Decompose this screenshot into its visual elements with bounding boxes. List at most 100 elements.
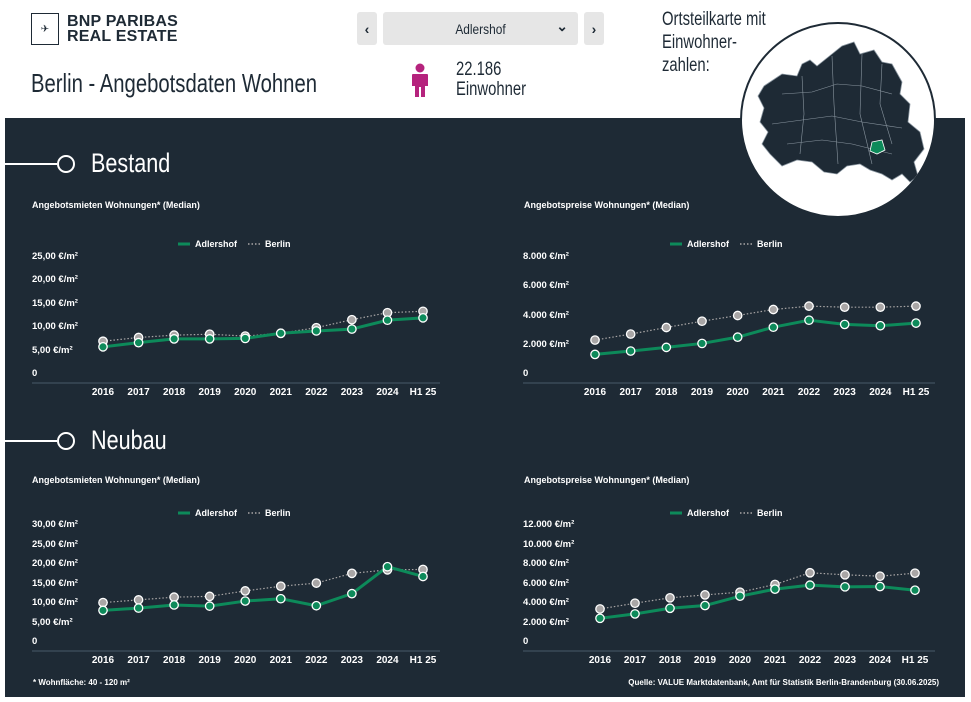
berlin-point[interactable] [875, 302, 886, 313]
berlin-point[interactable] [700, 590, 710, 600]
adlershof-point[interactable] [240, 333, 251, 344]
berlin-point[interactable] [910, 568, 920, 579]
x-tick-label: 2017 [127, 387, 150, 398]
adlershof-line [102, 565, 424, 612]
berlin-point[interactable] [169, 592, 179, 603]
chart-title: Angebotsmieten Wohnungen* (Median) [32, 475, 200, 485]
adlershof-point[interactable] [700, 600, 710, 611]
adlershof-point[interactable] [697, 338, 707, 349]
berlin-point[interactable] [768, 304, 779, 315]
adlershof-point[interactable] [630, 609, 640, 619]
x-tick-label: 2024 [868, 655, 892, 666]
y-tick-label: 2.000 €/m² [523, 338, 569, 350]
chart-title: Angebotspreise Wohnungen* (Median) [524, 200, 690, 210]
adlershof-point[interactable] [204, 334, 215, 344]
adlershof-point[interactable] [665, 603, 675, 614]
adlershof-point[interactable] [840, 581, 850, 592]
berlin-point[interactable] [240, 586, 251, 596]
berlin-line [599, 572, 916, 610]
adlershof-point[interactable] [804, 315, 814, 326]
x-tick-label: 2019 [690, 387, 714, 398]
legend-berlin: Berlin [265, 239, 291, 249]
legend-berlin: Berlin [757, 239, 783, 249]
bnp-logo: ✈ BNP PARIBAS REAL ESTATE [31, 13, 178, 45]
berlin-point[interactable] [665, 592, 675, 603]
x-tick-label: 2020 [726, 387, 749, 398]
adlershof-point[interactable] [275, 593, 286, 604]
x-tick-label: 2023 [340, 387, 363, 398]
berlin-point[interactable] [133, 595, 144, 605]
adlershof-point[interactable] [875, 320, 886, 331]
berlin-point[interactable] [595, 604, 605, 614]
berlin-point[interactable] [697, 316, 707, 327]
berlin-point[interactable] [347, 568, 357, 579]
x-tick-label: H1 25 [409, 387, 437, 398]
berlin-point[interactable] [311, 578, 322, 588]
y-tick-label: 20,00 €/m² [32, 558, 78, 569]
x-tick-label: 2019 [198, 655, 221, 666]
adlershof-point[interactable] [418, 571, 428, 582]
adlershof-point[interactable] [98, 342, 108, 352]
adlershof-point[interactable] [382, 561, 393, 572]
next-district-button[interactable]: › [584, 12, 604, 45]
berlin-point[interactable] [875, 571, 885, 582]
adlershof-line [599, 583, 916, 620]
x-tick-label: 2024 [376, 387, 399, 398]
adlershof-point[interactable] [347, 588, 357, 599]
adlershof-point[interactable] [911, 318, 921, 328]
y-tick-label: 5,00 €/m² [32, 616, 73, 628]
berlin-point[interactable] [911, 301, 921, 311]
population-value: 22.186 [456, 59, 502, 80]
berlin-point[interactable] [204, 591, 215, 602]
chart-title: Angebotspreise Wohnungen* (Median) [524, 475, 690, 485]
y-tick-label: 25,00 €/m² [32, 251, 78, 262]
adlershof-point[interactable] [418, 312, 428, 323]
page-title: Berlin - Angebotsdaten Wohnen [31, 68, 318, 98]
adlershof-point[interactable] [240, 596, 251, 606]
adlershof-point[interactable] [910, 585, 920, 596]
district-map[interactable] [740, 22, 936, 218]
berlin-point[interactable] [590, 335, 600, 345]
adlershof-point[interactable] [98, 605, 108, 616]
berlin-point[interactable] [839, 302, 850, 313]
district-select[interactable]: Adlershof ⌄ [383, 12, 578, 45]
adlershof-point[interactable] [625, 346, 636, 356]
berlin-point[interactable] [98, 597, 108, 608]
berlin-point[interactable] [804, 301, 814, 311]
adlershof-point[interactable] [133, 337, 144, 348]
adlershof-point[interactable] [204, 601, 215, 611]
berlin-point[interactable] [347, 314, 357, 325]
berlin-point[interactable] [625, 329, 636, 339]
adlershof-point[interactable] [382, 315, 393, 326]
adlershof-point[interactable] [805, 580, 815, 591]
berlin-line [102, 310, 424, 342]
adlershof-point[interactable] [275, 328, 286, 339]
adlershof-point[interactable] [661, 342, 672, 353]
adlershof-point[interactable] [169, 334, 179, 344]
adlershof-point[interactable] [311, 600, 322, 611]
adlershof-point[interactable] [875, 581, 885, 592]
adlershof-point[interactable] [311, 326, 322, 336]
adlershof-point[interactable] [595, 613, 605, 624]
adlershof-point[interactable] [768, 322, 779, 333]
adlershof-point[interactable] [735, 591, 745, 602]
adlershof-point[interactable] [347, 324, 357, 334]
legend-berlin: Berlin [757, 508, 783, 518]
berlin-point[interactable] [630, 598, 640, 609]
adlershof-point[interactable] [770, 584, 780, 595]
x-tick-label: 2020 [728, 655, 752, 666]
adlershof-point[interactable] [133, 603, 144, 613]
berlin-point[interactable] [840, 569, 850, 580]
adlershof-point[interactable] [732, 332, 743, 342]
berlin-point[interactable] [732, 310, 743, 321]
berlin-point[interactable] [275, 581, 286, 592]
y-tick-label: 10,00 €/m² [32, 597, 78, 608]
adlershof-point[interactable] [839, 319, 850, 330]
logo-birds-icon: ✈ [31, 13, 59, 45]
berlin-point[interactable] [661, 322, 672, 333]
prev-district-button[interactable]: ‹ [357, 12, 377, 45]
berlin-point[interactable] [805, 567, 815, 578]
x-tick-label: 2022 [798, 655, 822, 666]
adlershof-point[interactable] [590, 349, 600, 360]
adlershof-point[interactable] [169, 600, 179, 610]
